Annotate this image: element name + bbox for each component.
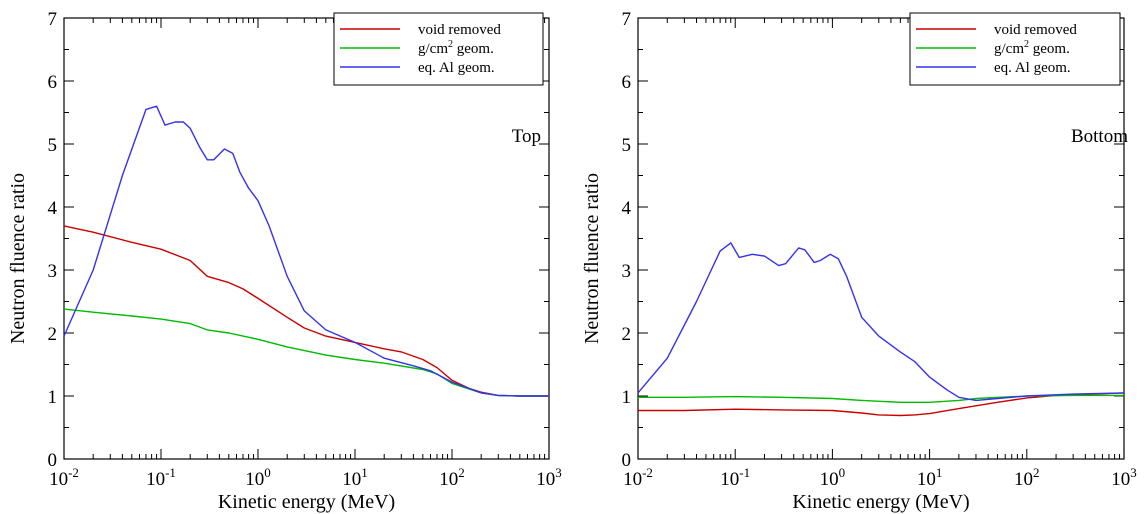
y-tick-label: 7 <box>48 9 58 30</box>
y-axis-label: Neutron fluence ratio <box>581 173 603 344</box>
series-line-eq-al-geom <box>63 105 549 397</box>
chart-panel-1: 10-2 10-1 100 101 102 103 0 1 2 3 4 5 6 7 Kinetic ener… <box>7 9 562 513</box>
x-tick-label: 10-2 <box>623 465 653 490</box>
y-tick-label: 6 <box>622 72 632 93</box>
series-line-g-cm-geom <box>63 308 549 397</box>
x-tick-label: 101 <box>917 465 943 490</box>
chart-panel-2: 10-2 10-1 100 101 102 103 0 1 2 3 4 5 6 7 Kinetic ener… <box>581 9 1137 513</box>
y-tick-label: 6 <box>48 72 58 93</box>
y-tick-label: 1 <box>622 387 632 408</box>
panel-annotation: Top <box>512 126 541 147</box>
series-line-void-removed <box>63 225 549 397</box>
x-tick-label: 100 <box>820 465 846 490</box>
y-tick-label: 7 <box>622 9 632 30</box>
y-tick-label: 2 <box>622 324 632 345</box>
x-axis-label: Kinetic energy (MeV) <box>218 491 395 513</box>
y-tick-label: 4 <box>622 198 632 219</box>
legend-label: eq. Al geom. <box>994 60 1071 76</box>
x-tick-label: 103 <box>1111 465 1137 490</box>
x-tick-label: 101 <box>342 465 368 490</box>
y-tick-label: 2 <box>48 324 58 345</box>
series-line-eq-al-geom <box>637 242 1125 402</box>
x-tick-label: 10-2 <box>49 465 79 490</box>
y-tick-label: 0 <box>48 450 58 471</box>
x-axis-label: Kinetic energy (MeV) <box>792 491 969 513</box>
x-tick-label: 10-1 <box>146 465 176 490</box>
y-tick-label: 0 <box>622 450 632 471</box>
y-tick-label: 1 <box>48 387 58 408</box>
legend-label: void removed <box>418 22 501 38</box>
y-tick-label: 4 <box>48 198 58 219</box>
legend-label: g/cm2 geom. <box>994 39 1070 57</box>
x-tick-label: 100 <box>245 465 271 490</box>
x-tick-label: 103 <box>536 465 562 490</box>
x-tick-label: 102 <box>1014 465 1040 490</box>
panel-annotation: Bottom <box>1071 126 1128 147</box>
legend-box <box>333 12 544 86</box>
y-tick-label: 5 <box>622 135 632 156</box>
legend-box <box>909 12 1121 86</box>
y-tick-label: 5 <box>48 135 58 156</box>
legend-label: g/cm2 geom. <box>418 39 494 57</box>
x-tick-label: 102 <box>439 465 465 490</box>
y-axis-label: Neutron fluence ratio <box>7 173 29 344</box>
y-tick-label: 3 <box>622 261 632 282</box>
x-tick-label: 10-1 <box>720 465 750 490</box>
y-tick-label: 3 <box>48 261 58 282</box>
series-line-void-removed <box>638 392 1125 417</box>
legend-label: eq. Al geom. <box>418 60 495 76</box>
legend-label: void removed <box>994 22 1077 38</box>
